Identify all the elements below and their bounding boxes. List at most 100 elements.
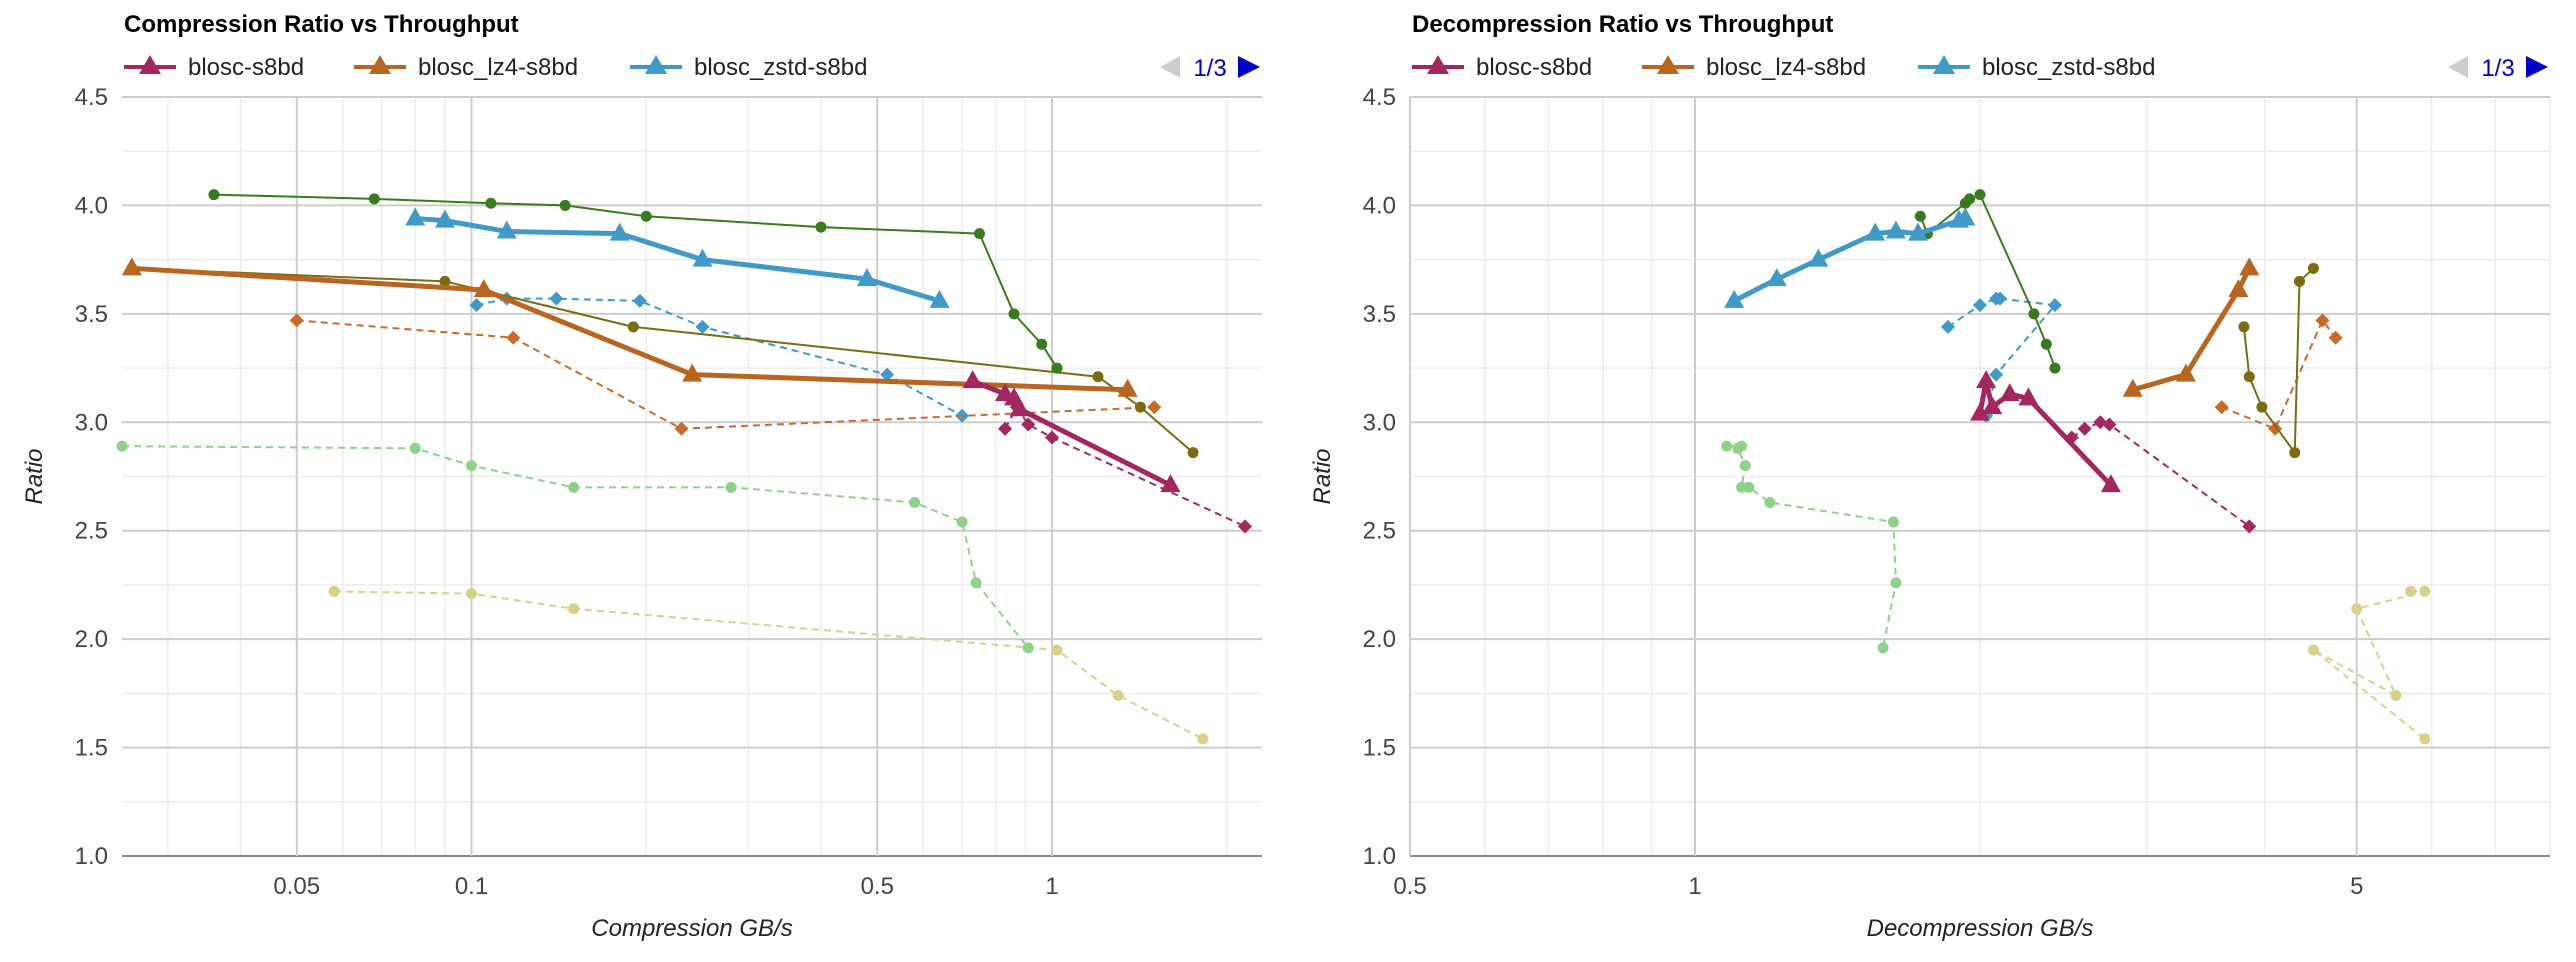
data-point-circle — [1051, 644, 1063, 656]
series-line — [334, 590, 1204, 740]
data-point-circle — [368, 193, 380, 205]
x-axis-label: Decompression GB/s — [1867, 915, 2094, 942]
x-tick-label: 0.05 — [273, 873, 320, 900]
data-point-diamond — [998, 421, 1013, 436]
pager-next-icon[interactable] — [1238, 56, 1260, 78]
data-point-circle — [2289, 447, 2301, 459]
data-point-circle — [466, 588, 478, 600]
series-blosc_zstd-s8bd — [1724, 207, 1976, 308]
data-point-circle — [466, 460, 478, 472]
data-point-diamond — [2242, 519, 2257, 534]
legend: blosc-s8bd blosc_lz4-s8bd blosc_zstd-s8bd — [124, 54, 867, 81]
data-point-triangle — [2122, 378, 2143, 397]
data-point-triangle — [1976, 370, 1997, 389]
data-point-triangle — [2175, 363, 2196, 382]
data-point-circle — [1134, 401, 1146, 413]
data-point-circle — [328, 585, 340, 597]
legend-item-blosc_zstd-s8bd[interactable]: blosc_zstd-s8bd — [1918, 54, 2155, 81]
series-line — [213, 193, 1058, 369]
legend-label: blosc_lz4-s8bd — [1706, 54, 1866, 81]
series-line — [131, 265, 1128, 393]
data-point-diamond — [1147, 400, 1162, 415]
legend-item-blosc_lz4-s8bd[interactable]: blosc_lz4-s8bd — [354, 54, 578, 81]
data-point-diamond — [506, 330, 521, 345]
pager-prev-icon[interactable] — [1160, 56, 1180, 78]
y-tick-label: 4.0 — [1363, 192, 1396, 219]
data-point-triangle — [1808, 248, 1829, 267]
y-tick-label: 1.0 — [75, 843, 108, 870]
pager-prev-icon[interactable] — [2448, 56, 2468, 78]
data-point-diamond — [2077, 421, 2092, 436]
series-light_green — [116, 440, 1034, 654]
data-point-triangle — [692, 248, 713, 267]
series-line — [2312, 590, 2426, 740]
chart-title: Decompression Ratio vs Throughput — [1412, 11, 1833, 38]
data-point-triangle — [1907, 222, 1928, 241]
data-point-circle — [2293, 275, 2305, 287]
data-point-diamond — [1989, 367, 2004, 382]
series-olive — [126, 262, 1199, 459]
data-point-triangle — [962, 370, 983, 389]
legend-item-blosc_lz4-s8bd[interactable]: blosc_lz4-s8bd — [1642, 54, 1866, 81]
data-point-circle — [970, 577, 982, 589]
legend-pager[interactable]: 1/3 — [2448, 55, 2548, 82]
data-point-circle — [1721, 440, 1733, 452]
pager-next-icon[interactable] — [2526, 56, 2548, 78]
data-point-circle — [815, 221, 827, 233]
data-point-circle — [568, 603, 580, 615]
series-khaki — [328, 585, 1209, 745]
series-line — [1004, 406, 1246, 528]
legend-item-blosc-s8bd[interactable]: blosc-s8bd — [1412, 54, 1592, 81]
data-point-triangle — [1970, 402, 1990, 421]
series-orange_dashed — [289, 313, 1162, 436]
y-tick-label: 2.5 — [1363, 518, 1396, 545]
data-point-circle — [2028, 308, 2040, 320]
y-axis-label: Ratio — [1309, 448, 1336, 504]
legend-item-blosc_zstd-s8bd[interactable]: blosc_zstd-s8bd — [630, 54, 867, 81]
series-blosc_lz4-s8bd — [2122, 257, 2260, 397]
data-point-circle — [1197, 733, 1209, 745]
data-point-circle — [1964, 193, 1976, 205]
data-point-triangle — [1117, 378, 1138, 397]
series-line — [2221, 319, 2337, 430]
y-tick-label: 3.5 — [75, 301, 108, 328]
data-point-circle — [627, 321, 639, 333]
compression-chart-panel: 1.0 1.5 2.0 2.5 3.0 3.5 4.0 4.5 0.05 0.1 0.5 1 Compr… — [21, 11, 1262, 942]
data-point-diamond — [632, 293, 647, 308]
data-point-circle — [439, 275, 451, 287]
decompression-chart: 1.0 1.5 2.0 2.5 3.0 3.5 4.0 4.5 0.5 1 5 Decompressi… — [1309, 11, 2551, 942]
legend-marker-triangle — [1933, 55, 1955, 74]
data-point-triangle — [929, 289, 950, 308]
series-line — [296, 319, 1155, 430]
data-point-triangle — [496, 220, 517, 239]
compression-chart: 1.0 1.5 2.0 2.5 3.0 3.5 4.0 4.5 0.05 0.1 0.5 1 Compr… — [21, 11, 1262, 942]
data-point-triangle — [1955, 207, 1976, 226]
data-point-diamond — [695, 319, 710, 334]
data-point-diamond — [1237, 519, 1252, 534]
pager-label: 1/3 — [2481, 55, 2514, 82]
data-point-circle — [1887, 516, 1899, 528]
data-point-circle — [909, 497, 921, 509]
data-point-circle — [2307, 644, 2319, 656]
data-point-triangle — [1009, 398, 1030, 417]
series-blosc-s8bd — [962, 370, 1181, 493]
data-point-circle — [485, 197, 497, 209]
data-point-circle — [2405, 585, 2417, 597]
series-line — [2132, 267, 2252, 393]
series-line — [2071, 421, 2250, 528]
data-point-circle — [1036, 338, 1048, 350]
data-point-triangle — [405, 207, 426, 226]
pager-label: 1/3 — [1193, 55, 1226, 82]
legend-item-blosc-s8bd[interactable]: blosc-s8bd — [124, 54, 304, 81]
data-point-circle — [2243, 371, 2255, 383]
data-point-circle — [2049, 362, 2061, 374]
data-point-circle — [1764, 497, 1776, 509]
series-dark_green — [1914, 189, 2061, 374]
series-blosc-s8bd — [1970, 370, 2121, 493]
data-point-diamond — [880, 367, 895, 382]
data-point-diamond — [2214, 400, 2229, 415]
data-point-circle — [1743, 481, 1755, 493]
legend-pager[interactable]: 1/3 — [1160, 55, 1260, 82]
data-point-diamond — [1993, 291, 2008, 306]
data-point-circle — [2238, 321, 2250, 333]
